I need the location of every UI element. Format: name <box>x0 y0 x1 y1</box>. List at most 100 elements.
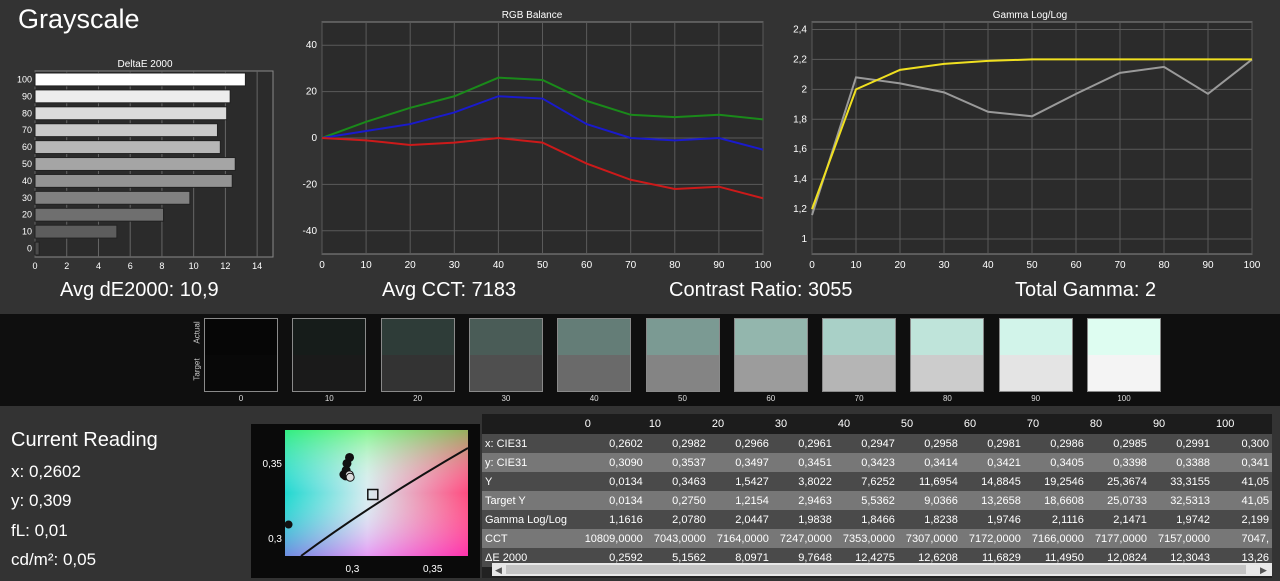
grayscale-swatches: Actual Target 0 10 20 30 40 50 60 70 80 90 100 <box>0 314 1280 406</box>
series-line <box>321 95 764 151</box>
table-cell: 7172,0000 <box>960 529 1024 548</box>
table-header: 0 10 20 30 40 50 60 70 80 90 100 <box>482 414 1272 434</box>
scroll-right-icon: ▶ <box>1260 565 1267 575</box>
swatch <box>822 318 897 392</box>
tick-label: 0 <box>27 244 32 254</box>
column-header: 0 <box>581 414 646 434</box>
table-cell: 0,341 <box>1212 453 1272 472</box>
tick-label: 1,8 <box>793 114 807 125</box>
table-cell: 7043,0000 <box>645 529 709 548</box>
table-row: ΔE 2000 0,2592 5,1562 8,0971 9,7648 12,4275 12… <box>482 548 1272 567</box>
tick-label: 4 <box>96 261 101 271</box>
reading-cdm2: cd/m²: 0,05 <box>11 550 97 569</box>
swatch-target <box>469 355 542 391</box>
table-cell: 1,8238 <box>897 510 961 529</box>
table-cell: 18,6608 <box>1023 491 1087 510</box>
table-cell: 2,0447 <box>708 510 772 529</box>
column-header: 50 <box>897 414 961 434</box>
swatch-actual <box>558 319 631 355</box>
tick-label: 2 <box>801 84 807 95</box>
tick-label: 10 <box>22 227 32 237</box>
table-cell: 0,2986 <box>1023 434 1087 453</box>
table-cell: 0,2985 <box>1086 434 1150 453</box>
swatch <box>1087 318 1161 392</box>
swatch-level-label: 10 <box>324 394 334 403</box>
swatch-target <box>381 355 454 391</box>
scroll-left-icon: ◀ <box>495 565 502 575</box>
tick-label: 30 <box>938 260 950 271</box>
table-cell: 1,2154 <box>708 491 772 510</box>
tick-label: 60 <box>581 260 593 271</box>
reading-x: x: 0,2602 <box>11 462 81 481</box>
tick-label: 70 <box>1114 260 1126 271</box>
table-row: x: CIE31 0,2602 0,2982 0,2966 0,2961 0,2947 0,… <box>482 434 1272 453</box>
swatch <box>645 318 720 392</box>
table-cell: 12,6208 <box>897 548 961 567</box>
table-cell: 7307,0000 <box>897 529 961 548</box>
row-label: CCT <box>482 529 582 548</box>
swatch <box>733 318 808 392</box>
column-header: 60 <box>960 414 1024 434</box>
swatch-actual <box>999 319 1072 355</box>
table-cell: 41,05 <box>1212 491 1272 510</box>
tick-label: 20 <box>22 210 32 220</box>
series-line <box>811 58 1252 210</box>
total-gamma-label: Total Gamma: 2 <box>1015 279 1157 301</box>
table-scrollbar[interactable]: ◀ ▶ <box>492 563 1272 576</box>
row-label: Gamma Log/Log <box>482 510 582 529</box>
de-bar <box>34 241 40 256</box>
table-cell: 0,2750 <box>645 491 709 510</box>
table-cell: 0,3405 <box>1023 453 1087 472</box>
tick-label: 40 <box>22 176 32 186</box>
page-title: Grayscale <box>18 4 140 34</box>
table-cell: 7166,0000 <box>1023 529 1087 548</box>
table-cell: 1,5427 <box>708 472 772 491</box>
table-cell: 12,3043 <box>1149 548 1213 567</box>
target-whitepoint <box>367 488 379 501</box>
table-cell: 2,1471 <box>1086 510 1150 529</box>
swatch-target <box>1088 355 1160 391</box>
gamma-title: Gamma Log/Log <box>993 10 1068 21</box>
column-header: 40 <box>834 414 898 434</box>
row-label: Target Y <box>482 491 582 510</box>
table-cell: 0,3463 <box>645 472 709 491</box>
avg-de-label: Avg dE2000: 10,9 <box>60 279 219 301</box>
tick-label: 10 <box>361 260 373 271</box>
tick-label: -40 <box>303 226 318 237</box>
tick-label: 0,35 <box>263 459 283 470</box>
tick-label: 50 <box>537 260 549 271</box>
current-reading-heading: Current Reading <box>11 429 158 451</box>
tick-label: 40 <box>982 260 994 271</box>
table-cell: 25,0733 <box>1086 491 1150 510</box>
table-cell: 10809,0000 <box>581 529 646 548</box>
tick-label: 100 <box>17 74 32 84</box>
swatch-actual <box>293 319 366 355</box>
swatch-target <box>911 355 984 391</box>
tick-label: 6 <box>128 261 133 271</box>
target-label: Target <box>192 358 202 381</box>
swatch <box>380 318 455 392</box>
delta-e-title: DeltaE 2000 <box>117 59 172 70</box>
table-cell: 0,3451 <box>771 453 835 472</box>
swatch <box>468 318 543 392</box>
swatch-actual <box>823 319 896 355</box>
table-cell: 1,9746 <box>960 510 1024 529</box>
tick-label: 1,4 <box>793 174 807 185</box>
swatch <box>910 318 985 392</box>
series-line <box>811 58 1253 216</box>
table-cell: 2,0780 <box>645 510 709 529</box>
table-cell: 0,3421 <box>960 453 1024 472</box>
de-bar <box>34 224 118 239</box>
swatch-target <box>734 355 807 391</box>
row-label: Y <box>482 472 582 491</box>
table-row: Target Y 0,0134 0,2750 1,2154 2,9463 5,5362 9,… <box>482 491 1272 510</box>
measurement-table: 0 10 20 30 40 50 60 70 80 90 100 x: CIE31 0,2602 0,29… <box>482 414 1272 578</box>
tick-label: 1,2 <box>793 204 807 215</box>
table-cell: 41,05 <box>1212 472 1272 491</box>
contrast-ratio-label: Contrast Ratio: 3055 <box>669 279 853 301</box>
swatch-level-label: 30 <box>501 394 511 403</box>
tick-label: 0 <box>32 261 37 271</box>
reading-fl: fL: 0,01 <box>11 521 68 540</box>
table-cell: 32,5313 <box>1149 491 1213 510</box>
tick-label: 70 <box>22 125 32 135</box>
